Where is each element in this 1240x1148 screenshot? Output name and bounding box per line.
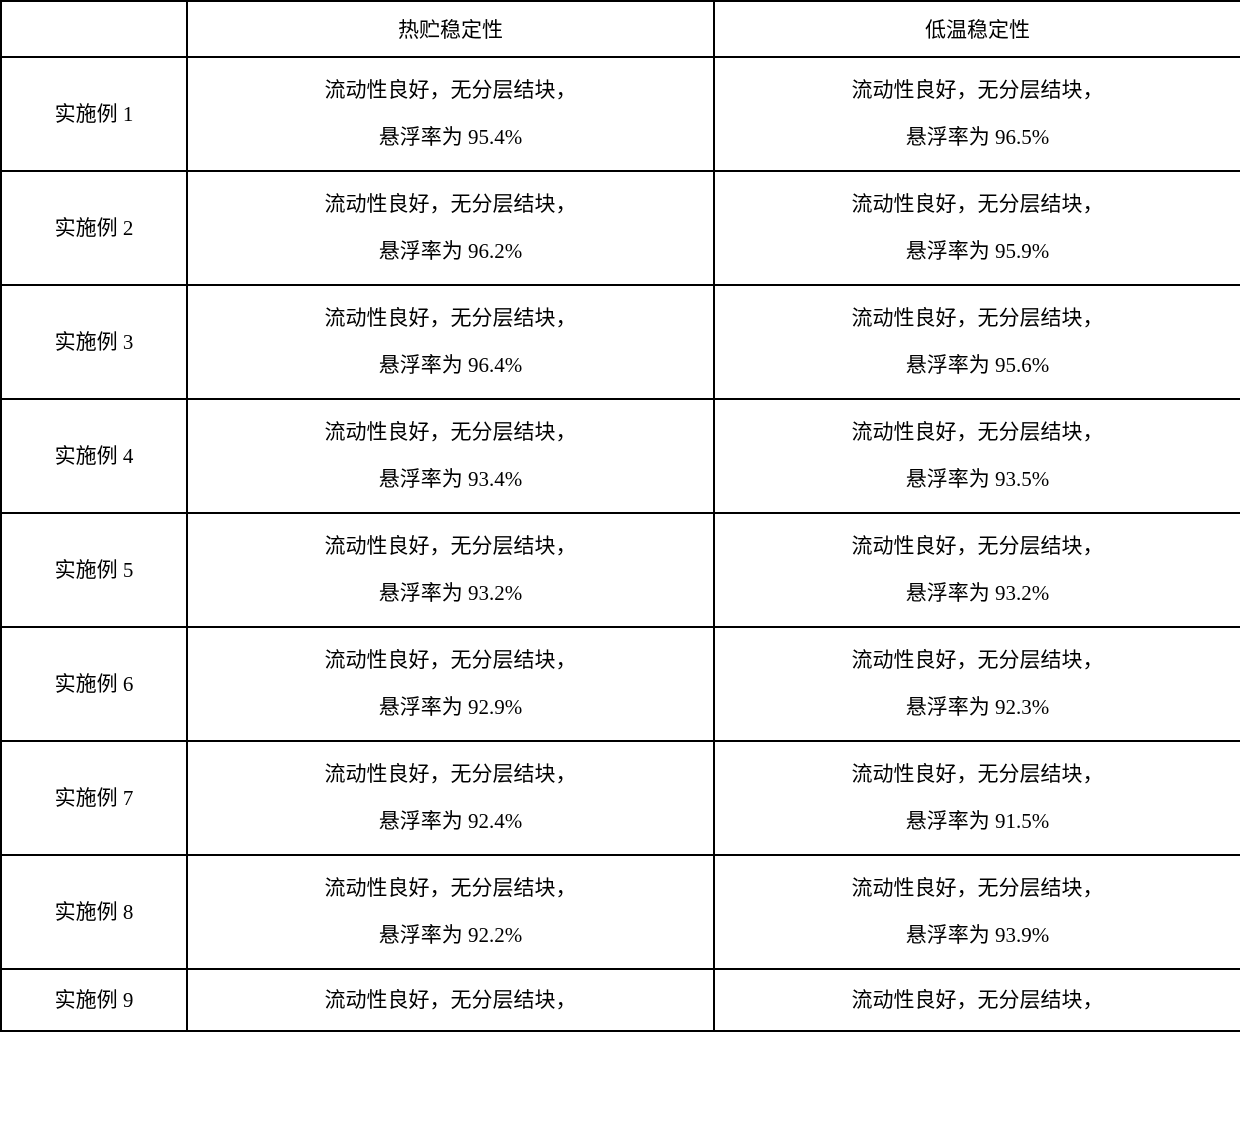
table-row: 实施例 3 流动性良好，无分层结块， 悬浮率为 96.4% 流动性良好，无分层结块…	[1, 285, 1240, 399]
stability-table: 热贮稳定性 低温稳定性 实施例 1 流动性良好，无分层结块， 悬浮率为 95.4%…	[0, 0, 1240, 1032]
table-row: 实施例 8 流动性良好，无分层结块， 悬浮率为 92.2% 流动性良好，无分层结块…	[1, 855, 1240, 969]
row-label: 实施例 5	[1, 513, 187, 627]
cell-text-line: 流动性良好，无分层结块，	[325, 194, 577, 215]
row-label-text: 实施例 2	[55, 218, 134, 239]
cell-text-line: 悬浮率为 92.3%	[906, 697, 1050, 718]
cell-text-line: 悬浮率为 93.5%	[906, 469, 1050, 490]
cell-text-line: 流动性良好，无分层结块，	[852, 308, 1104, 329]
table-row: 实施例 6 流动性良好，无分层结块， 悬浮率为 92.9% 流动性良好，无分层结块…	[1, 627, 1240, 741]
table-row: 实施例 2 流动性良好，无分层结块， 悬浮率为 96.2% 流动性良好，无分层结块…	[1, 171, 1240, 285]
cell-text-line: 流动性良好，无分层结块，	[852, 80, 1104, 101]
row-label: 实施例 7	[1, 741, 187, 855]
cell-text-line: 流动性良好，无分层结块，	[325, 536, 577, 557]
row-label-text: 实施例 6	[55, 674, 134, 695]
cell-text-line: 悬浮率为 93.4%	[379, 469, 523, 490]
cell-text-line: 悬浮率为 95.6%	[906, 355, 1050, 376]
row-label-text: 实施例 3	[55, 332, 134, 353]
cell-text-line: 流动性良好，无分层结块，	[852, 422, 1104, 443]
row-label-text: 实施例 8	[55, 902, 134, 923]
cell-text-line: 流动性良好，无分层结块，	[325, 990, 577, 1011]
cell-text-line: 流动性良好，无分层结块，	[325, 80, 577, 101]
table-row: 实施例 4 流动性良好，无分层结块， 悬浮率为 93.4% 流动性良好，无分层结块…	[1, 399, 1240, 513]
cell-text-line: 流动性良好，无分层结块，	[852, 194, 1104, 215]
cell-hot: 流动性良好，无分层结块， 悬浮率为 92.9%	[187, 627, 714, 741]
cell-text-line: 流动性良好，无分层结块，	[852, 650, 1104, 671]
row-label: 实施例 9	[1, 969, 187, 1031]
cell-text-line: 悬浮率为 92.2%	[379, 925, 523, 946]
cell-cold: 流动性良好，无分层结块， 悬浮率为 96.5%	[714, 57, 1240, 171]
cell-text-line: 流动性良好，无分层结块，	[852, 764, 1104, 785]
cell-text-line: 悬浮率为 96.2%	[379, 241, 523, 262]
cell-text-line: 悬浮率为 95.9%	[906, 241, 1050, 262]
cell-text-line: 流动性良好，无分层结块，	[325, 422, 577, 443]
row-label-text: 实施例 4	[55, 446, 134, 467]
cell-hot: 流动性良好，无分层结块， 悬浮率为 96.4%	[187, 285, 714, 399]
cell-cold: 流动性良好，无分层结块， 悬浮率为 92.3%	[714, 627, 1240, 741]
cell-cold: 流动性良好，无分层结块， 悬浮率为 95.9%	[714, 171, 1240, 285]
cell-text-line: 悬浮率为 95.4%	[379, 127, 523, 148]
col-header-cold: 低温稳定性	[714, 1, 1240, 57]
cell-cold: 流动性良好，无分层结块， 悬浮率为 91.5%	[714, 741, 1240, 855]
cell-hot: 流动性良好，无分层结块，	[187, 969, 714, 1031]
cell-cold: 流动性良好，无分层结块， 悬浮率为 93.5%	[714, 399, 1240, 513]
cell-cold: 流动性良好，无分层结块， 悬浮率为 93.9%	[714, 855, 1240, 969]
row-label-text: 实施例 5	[55, 560, 134, 581]
row-label: 实施例 6	[1, 627, 187, 741]
cell-text-line: 悬浮率为 92.4%	[379, 811, 523, 832]
row-label-text: 实施例 7	[55, 788, 134, 809]
cell-text-line: 悬浮率为 93.2%	[906, 583, 1050, 604]
cell-text-line: 流动性良好，无分层结块，	[852, 878, 1104, 899]
cell-hot: 流动性良好，无分层结块， 悬浮率为 96.2%	[187, 171, 714, 285]
table-header-row: 热贮稳定性 低温稳定性	[1, 1, 1240, 57]
row-label-text: 实施例 1	[55, 104, 134, 125]
cell-hot: 流动性良好，无分层结块， 悬浮率为 92.2%	[187, 855, 714, 969]
col-header-hot: 热贮稳定性	[187, 1, 714, 57]
cell-text-line: 悬浮率为 92.9%	[379, 697, 523, 718]
row-label: 实施例 3	[1, 285, 187, 399]
cell-cold: 流动性良好，无分层结块，	[714, 969, 1240, 1031]
cell-text-line: 悬浮率为 93.2%	[379, 583, 523, 604]
cell-text-line: 流动性良好，无分层结块，	[325, 650, 577, 671]
table-row: 实施例 7 流动性良好，无分层结块， 悬浮率为 92.4% 流动性良好，无分层结块…	[1, 741, 1240, 855]
cell-hot: 流动性良好，无分层结块， 悬浮率为 93.4%	[187, 399, 714, 513]
row-label: 实施例 8	[1, 855, 187, 969]
cell-text-line: 流动性良好，无分层结块，	[852, 536, 1104, 557]
col-header-label	[1, 1, 187, 57]
table-row: 实施例 9 流动性良好，无分层结块， 流动性良好，无分层结块，	[1, 969, 1240, 1031]
cell-text-line: 流动性良好，无分层结块，	[325, 308, 577, 329]
cell-hot: 流动性良好，无分层结块， 悬浮率为 93.2%	[187, 513, 714, 627]
row-label: 实施例 1	[1, 57, 187, 171]
cell-text-line: 悬浮率为 96.5%	[906, 127, 1050, 148]
cell-cold: 流动性良好，无分层结块， 悬浮率为 95.6%	[714, 285, 1240, 399]
cell-text-line: 悬浮率为 93.9%	[906, 925, 1050, 946]
cell-hot: 流动性良好，无分层结块， 悬浮率为 92.4%	[187, 741, 714, 855]
cell-text-line: 流动性良好，无分层结块，	[325, 764, 577, 785]
cell-text-line: 流动性良好，无分层结块，	[852, 990, 1104, 1011]
cell-hot: 流动性良好，无分层结块， 悬浮率为 95.4%	[187, 57, 714, 171]
table-row: 实施例 1 流动性良好，无分层结块， 悬浮率为 95.4% 流动性良好，无分层结块…	[1, 57, 1240, 171]
row-label: 实施例 4	[1, 399, 187, 513]
row-label: 实施例 2	[1, 171, 187, 285]
cell-text-line: 悬浮率为 91.5%	[906, 811, 1050, 832]
stability-table-container: 热贮稳定性 低温稳定性 实施例 1 流动性良好，无分层结块， 悬浮率为 95.4%…	[0, 0, 1240, 1032]
cell-cold: 流动性良好，无分层结块， 悬浮率为 93.2%	[714, 513, 1240, 627]
row-label-text: 实施例 9	[55, 990, 134, 1011]
cell-text-line: 流动性良好，无分层结块，	[325, 878, 577, 899]
table-row: 实施例 5 流动性良好，无分层结块， 悬浮率为 93.2% 流动性良好，无分层结块…	[1, 513, 1240, 627]
cell-text-line: 悬浮率为 96.4%	[379, 355, 523, 376]
